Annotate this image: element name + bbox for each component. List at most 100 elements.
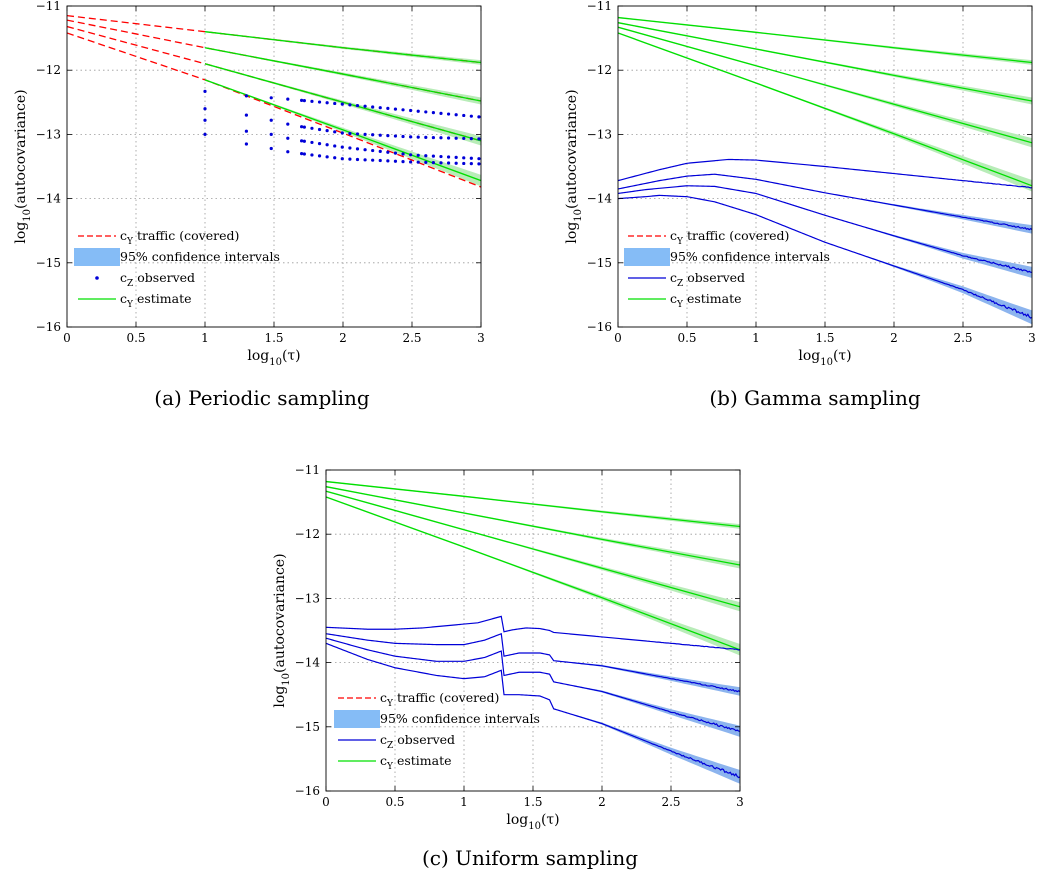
x-axis-label-sub: 10 (528, 821, 541, 832)
y-axis-label-base: log (272, 686, 288, 708)
observed-point (386, 150, 390, 154)
observed-point (325, 155, 329, 159)
observed-point (333, 156, 337, 160)
legend-label-observed: cZ observed (670, 270, 745, 289)
observed-point (431, 111, 435, 115)
y-tick-label: −13 (295, 591, 320, 605)
observed-point (348, 131, 352, 136)
legend-label-text: traffic (covered) (683, 228, 789, 243)
observed-point (269, 132, 273, 136)
observed-point (462, 136, 466, 141)
legend-label-text: estimate (683, 291, 742, 306)
observed-point (244, 129, 248, 133)
estimate-series-line (618, 16, 1032, 64)
observed-point (401, 152, 405, 156)
observed-point (469, 156, 473, 160)
observed-point (348, 157, 352, 161)
observed-point (340, 102, 344, 106)
observed-point (378, 133, 382, 137)
observed-point (355, 157, 360, 162)
observed-series-line (326, 615, 740, 651)
observed-point (317, 154, 322, 158)
observed-point (393, 134, 398, 138)
observed-point (333, 130, 337, 134)
y-tick-label: −16 (587, 320, 612, 334)
series-group (326, 480, 740, 784)
observed-point (340, 157, 344, 161)
observed-point (286, 97, 290, 101)
legend-label-sub: Y (126, 300, 134, 310)
observed-point (325, 101, 329, 105)
observed-point (286, 122, 290, 126)
x-tick-label: 1 (460, 795, 468, 809)
legend-label-estimate: cY estimate (670, 291, 742, 310)
x-tick-label: 2 (339, 331, 347, 345)
observed-point (363, 104, 367, 108)
observed-point (439, 154, 443, 159)
x-axis-label-base: log (247, 348, 269, 364)
legend-label-prefix: c (380, 753, 387, 768)
estimate-series-line (204, 47, 481, 102)
legend-label-observed: cZ observed (380, 732, 455, 751)
observed-point (244, 142, 248, 146)
traffic-series-line (67, 32, 481, 188)
y-axis-label-base: log (13, 222, 29, 244)
observed-point (317, 142, 322, 146)
observed-point (393, 159, 398, 163)
legend-label-observed: cZ observed (120, 270, 195, 289)
observed-point (203, 118, 207, 122)
y-tick-label: −15 (587, 256, 612, 270)
observed-series-line (618, 194, 1032, 319)
observed-point (363, 148, 367, 152)
legend-label-text: observed (393, 732, 455, 747)
estimate-series-line (204, 79, 481, 182)
observed-point (446, 161, 451, 165)
observed-point (325, 129, 329, 133)
observed-point (416, 109, 420, 113)
x-tick-label: 0.5 (677, 331, 696, 345)
observed-point (302, 139, 306, 143)
observed-point (340, 131, 344, 135)
legend: cY traffic (covered)95% confidence inter… (74, 228, 280, 310)
legend-label-text: 95% confidence intervals (120, 249, 280, 264)
y-tick-label: −15 (36, 256, 61, 270)
legend-label-text: estimate (393, 753, 452, 768)
y-tick-label: −11 (295, 463, 320, 477)
observed-point (401, 134, 405, 139)
panel-b: 0 0.5 1 1.5 2 2.5 3−11−12−13−14−15−16log10(τ)l… (564, 0, 1036, 410)
estimate-series-line (326, 480, 740, 528)
x-tick-label: 0 (322, 795, 330, 809)
panel-a: 0 0.5 1 1.5 2 2.5 3−11−12−13−14−15−16log10(τ)l… (13, 0, 485, 410)
y-axis-label: log10(autocovariance) (13, 89, 33, 243)
observed-point (439, 111, 443, 115)
observed-point (286, 136, 290, 140)
observed-point (355, 103, 360, 108)
plot-area (67, 6, 481, 327)
x-tick-label: 2.5 (661, 795, 680, 809)
y-tick-label: −12 (36, 63, 61, 77)
x-tick-label: 3 (1028, 331, 1036, 345)
observed-point (401, 159, 405, 164)
observed-point (371, 148, 375, 153)
y-axis-label-rest: (autocovariance) (272, 553, 288, 673)
legend-label-sub: Y (676, 300, 684, 310)
observed-point (317, 127, 322, 132)
observed-point (477, 137, 481, 141)
observed-point (355, 132, 360, 136)
observed-point (416, 160, 420, 164)
x-tick-label: 3 (736, 795, 744, 809)
x-tick-label: 2.5 (953, 331, 972, 345)
observed-point (310, 126, 314, 130)
observed-point (378, 106, 382, 110)
legend-label-sub: Y (676, 237, 684, 247)
observed-point (355, 147, 360, 151)
observed-point (386, 106, 390, 110)
observed-point (393, 151, 398, 155)
panel-caption: (a) Periodic sampling (154, 386, 370, 410)
x-tick-label: 1.5 (815, 331, 834, 345)
estimate-series-line (618, 32, 1032, 187)
x-tick-label: 1.5 (264, 331, 283, 345)
observed-point (300, 125, 304, 129)
y-tick-label: −12 (587, 63, 612, 77)
